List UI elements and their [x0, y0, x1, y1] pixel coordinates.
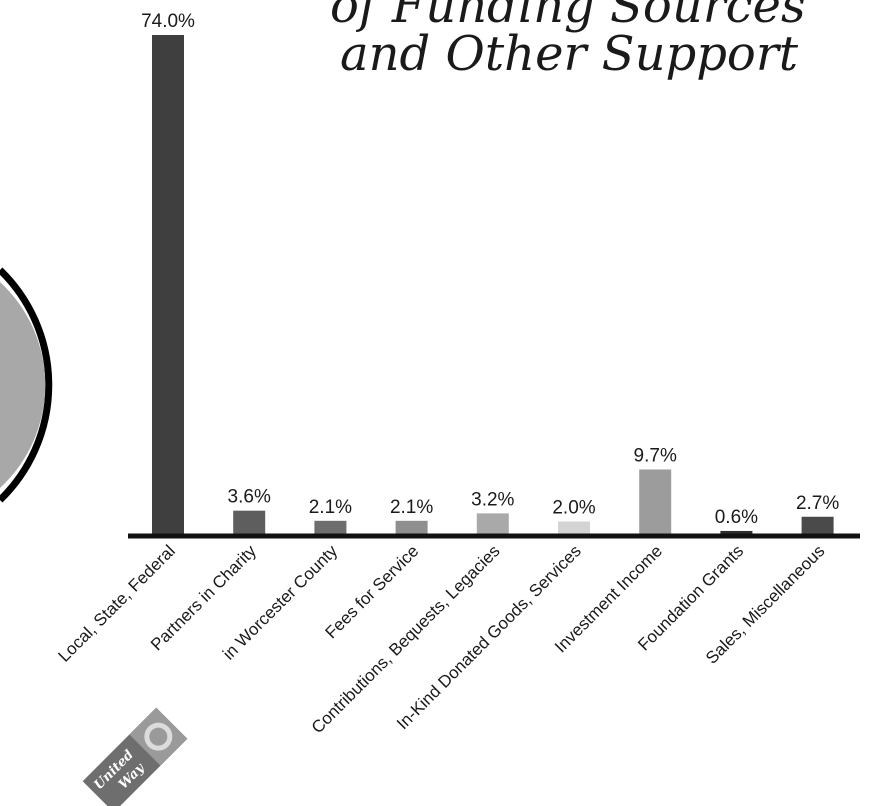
bar-group — [152, 35, 834, 535]
bar-7 — [720, 530, 753, 535]
value-label-1: 3.6% — [228, 487, 271, 508]
value-label-7: 0.6% — [715, 507, 758, 528]
value-label-group: 74.0% 3.6% 2.1% 2.1% 3.2% 2.0% 9.7% 0.6% 2.7% — [141, 11, 839, 528]
bar-2 — [314, 520, 347, 535]
chart-title-line-2: and Other Support — [340, 26, 799, 82]
value-label-3: 2.1% — [390, 497, 433, 518]
decorative-circle-outer — [0, 267, 53, 503]
bar-0 — [152, 35, 184, 535]
bar-8 — [801, 516, 834, 535]
united-way-logo: United Way — [82, 707, 188, 806]
value-label-2: 2.1% — [309, 497, 352, 518]
decorative-circle-fill — [0, 282, 46, 488]
value-label-0: 74.0% — [141, 11, 195, 32]
value-label-4: 3.2% — [471, 489, 514, 510]
bar-4 — [476, 513, 509, 535]
value-label-8: 2.7% — [796, 493, 839, 514]
bar-6 — [639, 469, 672, 535]
bar-1 — [233, 510, 266, 535]
bar-5 — [558, 521, 590, 535]
chart-title-line-1: of Funding Sources — [330, 0, 806, 34]
value-label-5: 2.0% — [552, 497, 595, 518]
value-label-6: 9.7% — [634, 445, 677, 466]
bar-3 — [395, 520, 428, 535]
